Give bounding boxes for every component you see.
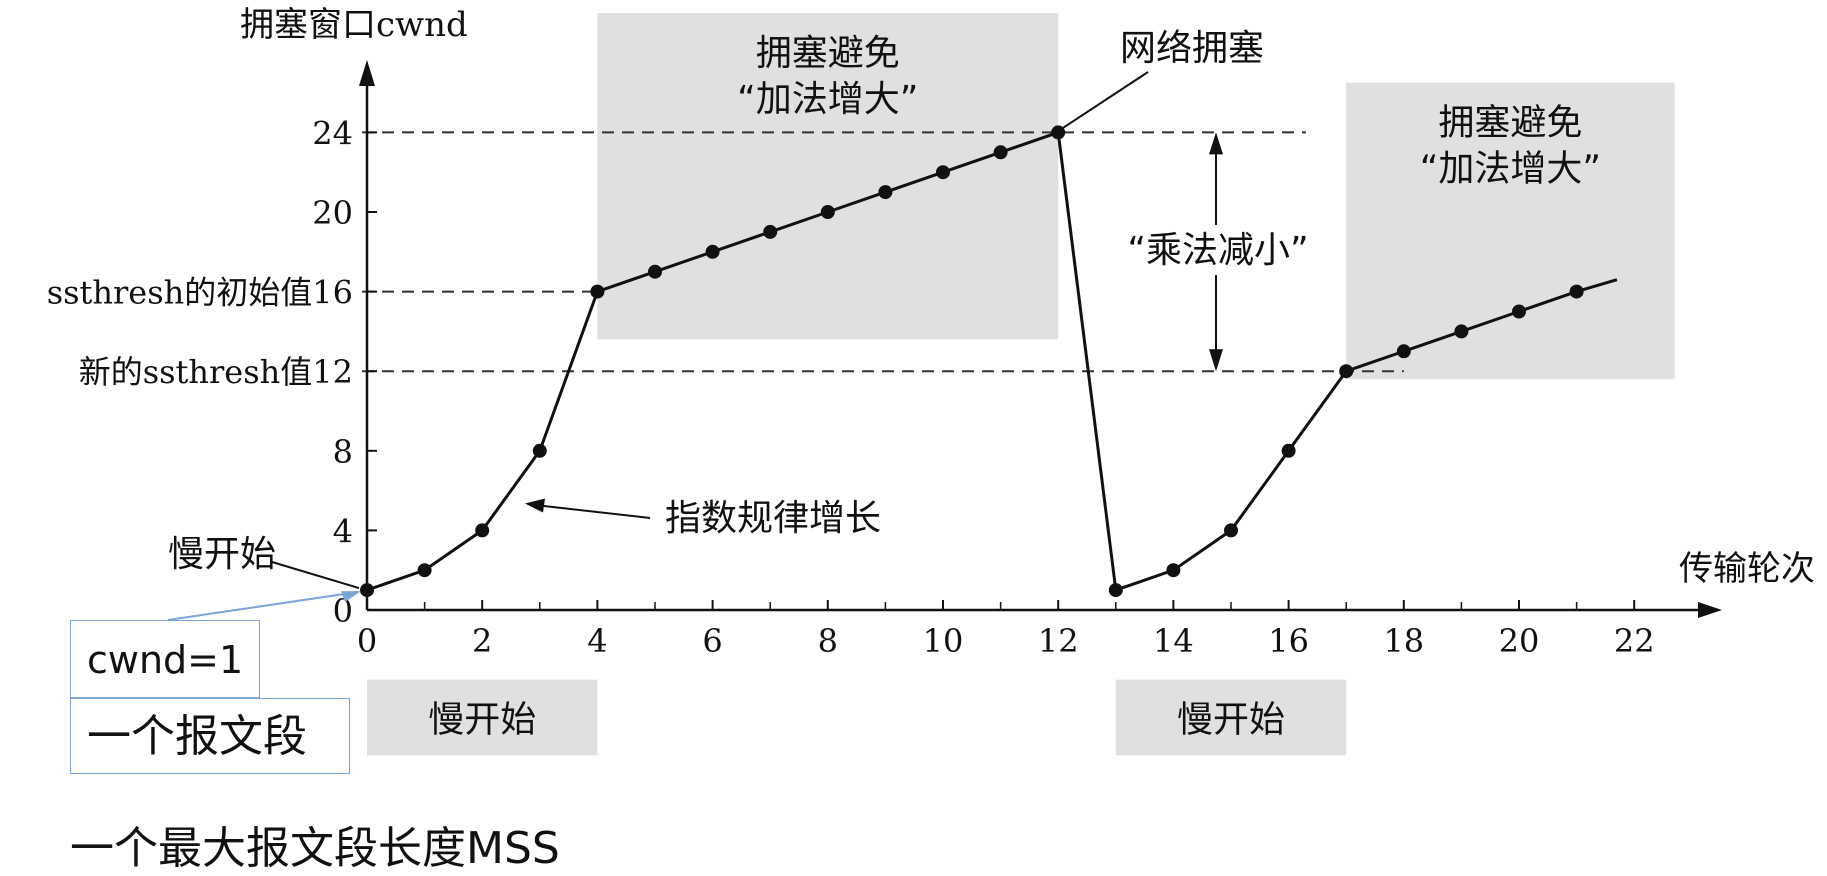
segment-callout: 一个报文段 xyxy=(70,698,350,774)
annotation-exponential-growth: 指数规律增长 xyxy=(665,498,881,539)
annotation-slow-start-leader xyxy=(271,561,360,590)
annotation-mult-decrease: “乘法减小” xyxy=(1127,230,1308,271)
data-point-0-1 xyxy=(417,563,432,578)
y-axis-title: 拥塞窗口cwnd xyxy=(240,5,468,45)
x-tick-label-20: 20 xyxy=(1499,622,1540,660)
data-point-0-5 xyxy=(648,264,662,279)
mult-decrease-label-bg xyxy=(1100,225,1335,275)
series-line-1 xyxy=(1115,278,1618,592)
shaded-region-1 xyxy=(1346,82,1675,380)
data-point-0-11 xyxy=(993,145,1008,160)
data-point-1-1 xyxy=(1166,563,1181,578)
axes xyxy=(359,60,1722,618)
data-point-0-0 xyxy=(360,583,374,598)
x-tick-label-6: 6 xyxy=(702,622,722,660)
data-point-1-7 xyxy=(1512,304,1526,319)
data-point-0-9 xyxy=(878,185,893,200)
y-tick-label-4: 4 xyxy=(333,512,353,550)
dashed-guides xyxy=(362,131,1404,373)
region-label-3-0: 慢开始 xyxy=(1177,699,1285,740)
data-point-1-3 xyxy=(1281,443,1296,458)
y-tick-label-12: 新的ssthresh值12 xyxy=(79,353,353,391)
y-tick-label-24: 24 xyxy=(312,114,353,152)
annotation-exponential-leader xyxy=(530,503,651,519)
y-tick-label-0: 0 xyxy=(333,592,353,630)
x-tick-label-0: 0 xyxy=(357,622,377,660)
mss-caption: 一个最大报文段长度MSS xyxy=(70,823,560,874)
region-label-2-0: 慢开始 xyxy=(428,699,536,740)
x-tick-label-14: 14 xyxy=(1153,622,1194,660)
x-axis-title: 传输轮次 xyxy=(1679,549,1815,589)
y-tick-label-20: 20 xyxy=(312,194,353,232)
y-tick-label-8: 8 xyxy=(333,433,353,471)
data-point-1-4 xyxy=(1339,364,1354,379)
data-point-0-4 xyxy=(590,284,605,299)
x-tick-label-2: 2 xyxy=(472,622,492,660)
x-tick-label-22: 22 xyxy=(1614,622,1655,660)
x-tick-label-18: 18 xyxy=(1383,622,1424,660)
y-axis-arrow xyxy=(359,60,375,86)
region-label-1-0: 拥塞避免 xyxy=(1438,103,1582,144)
shaded-region-2 xyxy=(367,679,598,756)
data-point-0-8 xyxy=(820,205,835,219)
mult-decrease-arrow-bottom xyxy=(1209,349,1223,372)
x-tick-label-12: 12 xyxy=(1038,622,1079,660)
region-label-1-1: “加法增大” xyxy=(1420,149,1601,190)
callout-pointer-arrowhead xyxy=(341,591,361,603)
series xyxy=(360,125,1618,598)
annotation-slow-start: 慢开始 xyxy=(168,534,276,575)
shaded-region-0 xyxy=(597,13,1059,340)
annotation-network-congestion: 网络拥塞 xyxy=(1120,28,1264,69)
data-point-1-8 xyxy=(1569,284,1584,299)
data-point-1-5 xyxy=(1396,344,1411,359)
x-axis-arrow xyxy=(1698,602,1722,618)
congestion-drop-line xyxy=(1056,132,1118,591)
data-point-0-6 xyxy=(705,244,720,259)
shaded-region-3 xyxy=(1115,679,1347,756)
annotation-network-congestion-leader xyxy=(1061,71,1149,130)
x-tick-label-8: 8 xyxy=(818,622,838,660)
region-label-0-1: “加法增大” xyxy=(737,79,918,120)
data-point-1-2 xyxy=(1224,523,1238,538)
shaded-regions xyxy=(367,13,1675,756)
callout-pointer-line xyxy=(167,591,358,621)
data-point-0-10 xyxy=(936,165,950,180)
annotation-exponential-arrowhead xyxy=(525,498,545,513)
data-point-1-6 xyxy=(1454,324,1469,339)
data-point-0-7 xyxy=(763,224,778,239)
mult-decrease-arrow-top xyxy=(1209,132,1223,155)
data-point-0-3 xyxy=(532,443,547,458)
x-tick-label-10: 10 xyxy=(923,622,964,660)
region-label-0-0: 拥塞避免 xyxy=(756,33,900,74)
cwnd-callout: cwnd=1 xyxy=(70,620,260,698)
y-tick-label-16: ssthresh的初始值16 xyxy=(47,274,353,312)
x-tick-label-4: 4 xyxy=(587,622,607,660)
x-tick-label-16: 16 xyxy=(1268,622,1309,660)
data-point-0-2 xyxy=(475,523,490,538)
